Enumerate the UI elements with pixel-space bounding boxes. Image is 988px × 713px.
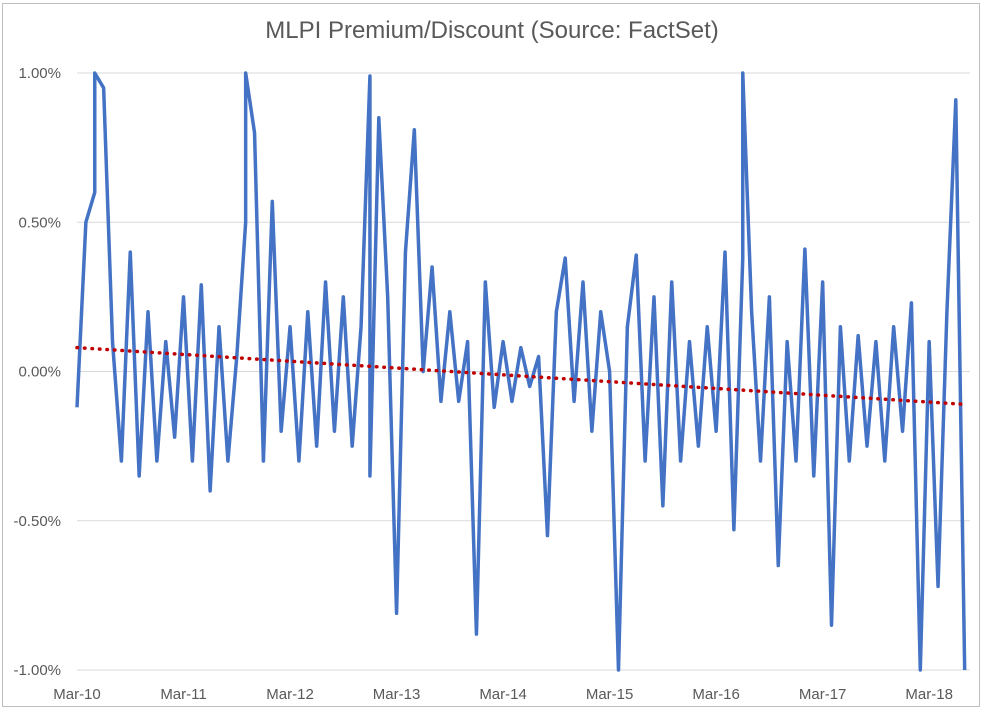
x-tick-label: Mar-17 [799,686,847,703]
x-tick-label: Mar-18 [905,686,953,703]
y-tick-label: 0.50% [18,214,61,231]
chart-svg: MLPI Premium/Discount (Source: FactSet) … [13,17,970,703]
trend-layer [75,345,967,407]
x-tick-label: Mar-16 [692,686,740,703]
x-tick-label: Mar-15 [586,686,634,703]
y-axis-ticks: -1.00% -0.50% 0.00% 0.50% 1.00% [13,65,61,679]
x-tick-label: Mar-10 [53,686,101,703]
series-layer [75,71,967,672]
chart-frame: MLPI Premium/Discount (Source: FactSet) … [2,3,980,707]
y-tick-label: 1.00% [18,65,61,82]
y-tick-label: 0.00% [18,364,61,381]
chart-title: MLPI Premium/Discount (Source: FactSet) [265,17,718,44]
y-tick-label: -0.50% [13,513,61,530]
y-tick-label: -1.00% [13,662,61,679]
x-axis-ticks: Mar-10 Mar-11 Mar-12 Mar-13 Mar-14 Mar-15 Mar-… [53,686,953,703]
x-tick-label: Mar-14 [479,686,527,703]
grid-layer [77,72,970,671]
x-tick-label: Mar-11 [160,686,206,703]
x-tick-label: Mar-13 [373,686,421,703]
x-tick-label: Mar-12 [266,686,314,703]
trendline [75,345,967,407]
